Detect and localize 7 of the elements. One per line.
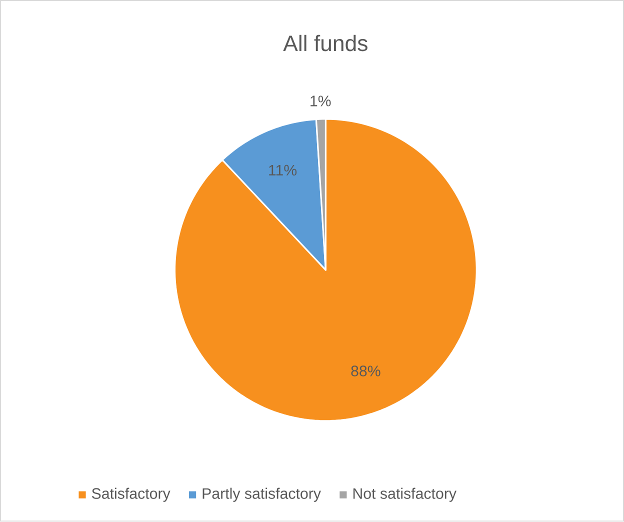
data-label: 11% <box>269 165 297 176</box>
legend-label: Satisfactory <box>92 488 170 502</box>
chart-title: All funds <box>283 35 368 52</box>
data-label: 88% <box>351 366 380 376</box>
data-label: 1% <box>310 96 331 106</box>
legend-label: Not satisfactory <box>353 488 456 502</box>
legend-label: Partly satisfactory <box>202 488 321 502</box>
